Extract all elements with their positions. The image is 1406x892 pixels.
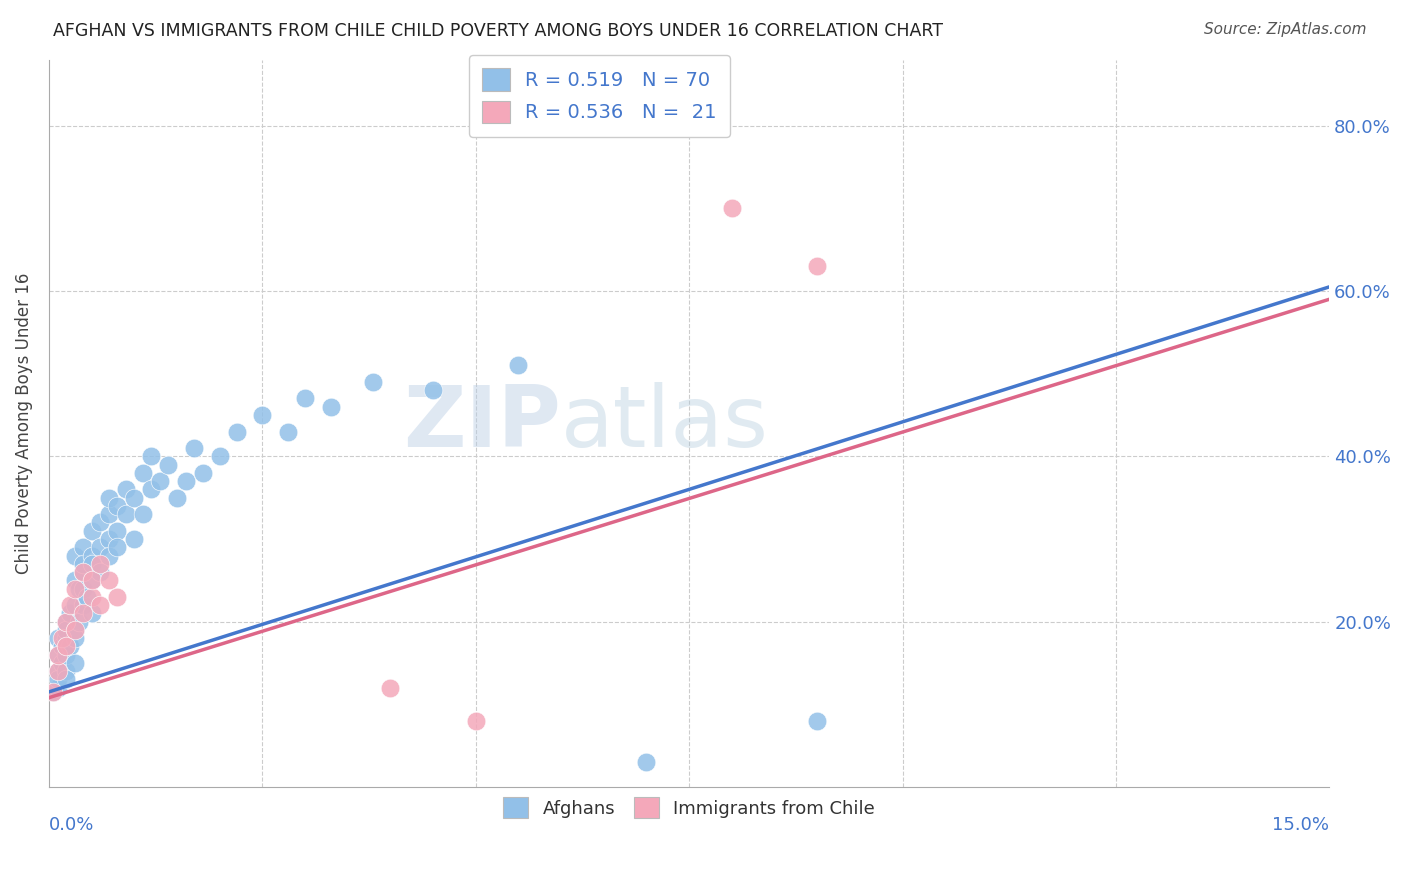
Point: [42, 685, 65, 699]
Point: [46, 673, 69, 687]
Point: [97, 549, 120, 563]
Point: [63, 549, 86, 563]
Text: atlas: atlas: [561, 382, 769, 465]
Point: [97, 491, 120, 505]
Point: [59, 607, 82, 621]
Point: [124, 532, 146, 546]
Point: [72, 557, 94, 571]
Point: [80, 574, 103, 588]
Point: [63, 656, 86, 670]
Point: [208, 450, 231, 464]
Point: [55, 664, 77, 678]
Point: [422, 383, 444, 397]
Point: [55, 673, 77, 687]
Point: [89, 540, 111, 554]
Point: [63, 623, 86, 637]
Point: [149, 474, 172, 488]
Point: [55, 623, 77, 637]
Text: 15.0%: 15.0%: [1272, 816, 1329, 834]
Point: [51, 631, 73, 645]
Point: [191, 466, 214, 480]
Point: [105, 590, 128, 604]
Point: [72, 598, 94, 612]
Point: [72, 565, 94, 579]
Text: 0.0%: 0.0%: [49, 816, 94, 834]
Point: [132, 466, 155, 480]
Text: AFGHAN VS IMMIGRANTS FROM CHILE CHILD POVERTY AMONG BOYS UNDER 16 CORRELATION CH: AFGHAN VS IMMIGRANTS FROM CHILE CHILD PO…: [53, 22, 943, 40]
Point: [183, 441, 205, 455]
Point: [806, 259, 828, 273]
Point: [76, 590, 98, 604]
Legend: Afghans, Immigrants from Chile: Afghans, Immigrants from Chile: [492, 786, 886, 829]
Point: [114, 507, 136, 521]
Point: [157, 458, 180, 472]
Point: [319, 400, 342, 414]
Point: [89, 598, 111, 612]
Point: [141, 450, 163, 464]
Point: [55, 615, 77, 629]
Point: [63, 598, 86, 612]
Point: [105, 524, 128, 538]
Point: [277, 425, 299, 439]
Text: ZIP: ZIP: [404, 382, 561, 465]
Point: [294, 392, 316, 406]
Point: [63, 631, 86, 645]
Point: [46, 664, 69, 678]
Point: [636, 755, 658, 769]
Point: [174, 474, 197, 488]
Point: [720, 202, 742, 216]
Point: [806, 714, 828, 728]
Point: [105, 540, 128, 554]
Point: [80, 590, 103, 604]
Point: [42, 685, 65, 699]
Point: [508, 359, 530, 373]
Point: [63, 623, 86, 637]
Point: [252, 408, 274, 422]
Point: [97, 532, 120, 546]
Point: [114, 483, 136, 497]
Point: [80, 557, 103, 571]
Point: [46, 648, 69, 662]
Point: [51, 640, 73, 654]
Text: Source: ZipAtlas.com: Source: ZipAtlas.com: [1204, 22, 1367, 37]
Point: [55, 640, 77, 654]
Point: [59, 598, 82, 612]
Point: [80, 607, 103, 621]
Point: [63, 574, 86, 588]
Point: [46, 631, 69, 645]
Point: [89, 557, 111, 571]
Point: [80, 574, 103, 588]
Point: [80, 549, 103, 563]
Point: [105, 499, 128, 513]
Point: [55, 615, 77, 629]
Point: [67, 582, 90, 596]
Point: [80, 524, 103, 538]
Point: [124, 491, 146, 505]
Point: [55, 648, 77, 662]
Point: [72, 540, 94, 554]
Point: [225, 425, 247, 439]
Point: [363, 375, 385, 389]
Point: [67, 615, 90, 629]
Point: [55, 631, 77, 645]
Point: [97, 507, 120, 521]
Point: [89, 565, 111, 579]
Point: [46, 648, 69, 662]
Point: [464, 714, 486, 728]
Point: [63, 582, 86, 596]
Y-axis label: Child Poverty Among Boys Under 16: Child Poverty Among Boys Under 16: [15, 273, 32, 574]
Point: [51, 656, 73, 670]
Point: [166, 491, 188, 505]
Point: [59, 640, 82, 654]
Point: [141, 483, 163, 497]
Point: [380, 681, 402, 695]
Point: [72, 607, 94, 621]
Point: [132, 507, 155, 521]
Point: [72, 582, 94, 596]
Point: [89, 516, 111, 530]
Point: [72, 565, 94, 579]
Point: [46, 664, 69, 678]
Point: [46, 681, 69, 695]
Point: [97, 574, 120, 588]
